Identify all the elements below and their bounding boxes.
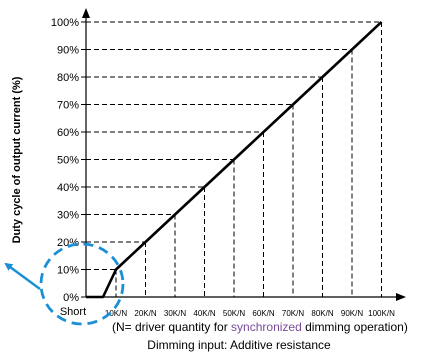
- y-tick-label: 50%: [57, 155, 79, 167]
- y-tick-label: 70%: [57, 100, 79, 112]
- x-note-highlight: synchronized: [231, 320, 302, 334]
- x-note-suffix: dimming operation): [302, 320, 408, 334]
- y-tick-label: 10%: [57, 265, 79, 277]
- y-axis-arrow: [82, 8, 90, 18]
- y-tick-label: 0%: [63, 292, 79, 304]
- x-tick-label: 20K/N: [134, 309, 156, 318]
- highlight-arrow: [4, 262, 41, 290]
- x-tick-label: 60K/N: [252, 309, 274, 318]
- x-tick-label: 50K/N: [223, 309, 245, 318]
- y-tick-label: 90%: [57, 45, 79, 57]
- y-axis-label: Duty cycle of output current (%): [11, 76, 23, 243]
- highlight-circle: [39, 242, 125, 326]
- x-tick-labels: Short 10K/N 20K/N 30K/N 40K/N 50K/N 60K/N 70K/N…: [60, 306, 395, 318]
- x-tick-label: 90K/N: [341, 309, 363, 318]
- x-tick-label: 70K/N: [282, 309, 304, 318]
- duty-cycle-line: [86, 21, 383, 299]
- x-axis-arrow: [396, 293, 406, 301]
- y-tick-label: 80%: [57, 72, 79, 84]
- x-axis-note: (N= driver quantity for synchronized dim…: [112, 320, 408, 334]
- x-axis-label: Dimming input: Additive resistance: [147, 338, 331, 352]
- y-tick-label: 30%: [57, 210, 79, 222]
- y-tick-label: 40%: [57, 182, 79, 194]
- axes: [81, 8, 406, 301]
- x-tick-label: 80K/N: [311, 309, 333, 318]
- x-tick-label: 40K/N: [193, 309, 215, 318]
- x-tick-label: 100K/N: [368, 309, 395, 318]
- series-line: [86, 21, 383, 299]
- annotation: [4, 242, 125, 326]
- y-tick-label: 60%: [57, 127, 79, 139]
- y-tick-labels: 0%10%20%30%40%50%60%70%80%90%100%: [51, 17, 79, 304]
- y-tick-label: 100%: [51, 17, 79, 29]
- x-tick-label: 10K/N: [105, 309, 127, 318]
- x-tick-label: Short: [60, 306, 86, 318]
- grid-lines: [86, 21, 382, 297]
- x-tick-label: 30K/N: [164, 309, 186, 318]
- x-note-prefix: (N= driver quantity for: [112, 320, 231, 334]
